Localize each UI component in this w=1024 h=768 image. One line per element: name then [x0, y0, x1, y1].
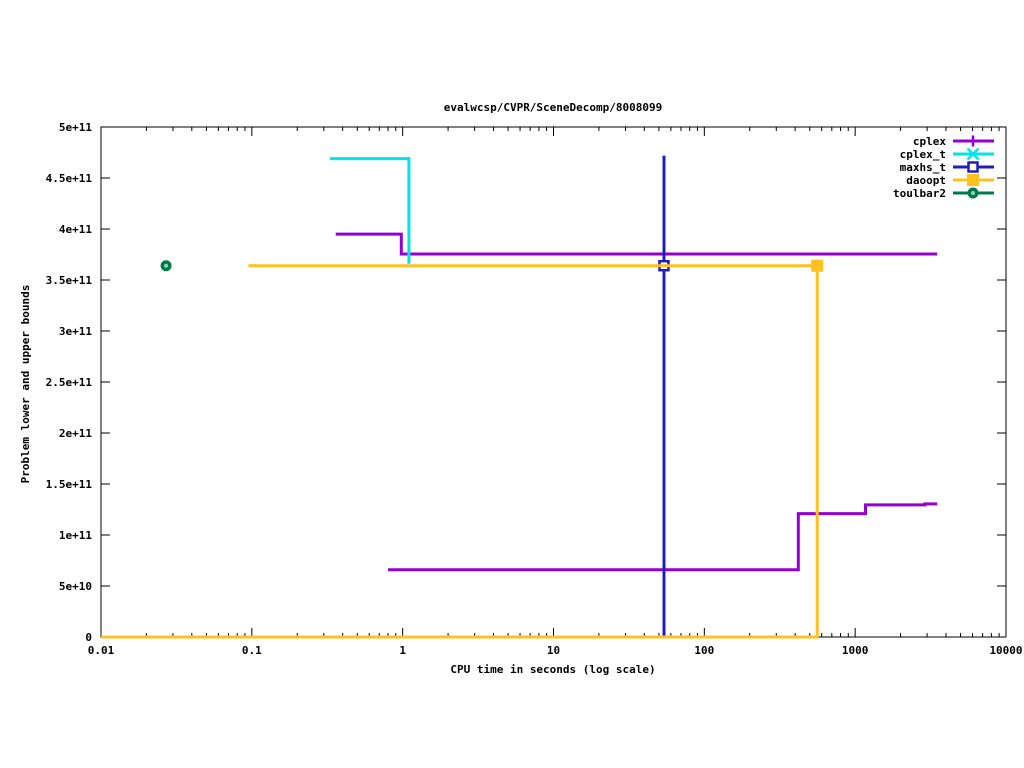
toulbar2-point — [160, 260, 172, 272]
plot-area: 0.01 0.1 1 10 100 1000 10000 0 5e+10 1e+11 1.5e+11… — [46, 121, 1023, 657]
series-cplex-t — [330, 157, 411, 264]
legend-label: toulbar2 — [893, 187, 946, 200]
x-tick-label: 1 — [399, 644, 406, 657]
legend-marker — [967, 135, 979, 147]
x-tick-label: 10000 — [989, 644, 1022, 657]
legend-label: cplex_t — [900, 148, 946, 161]
series-toulbar2 — [160, 260, 172, 272]
legend-marker — [967, 174, 979, 186]
y-tick-label: 4e+11 — [59, 223, 92, 236]
y-axis-label: Problem lower and upper bounds — [19, 285, 32, 484]
legend-marker — [966, 147, 980, 161]
y-tick-label: 2e+11 — [59, 427, 92, 440]
y-tick-label: 3.5e+11 — [46, 274, 93, 287]
y-tick-label: 1e+11 — [59, 529, 92, 542]
y-tick-label: 3e+11 — [59, 325, 92, 338]
series-maxhs-t — [658, 155, 670, 637]
legend-label: daoopt — [906, 174, 946, 187]
cplex-lower-line — [388, 502, 938, 572]
series-cplex — [335, 232, 938, 572]
cplex-upper-line — [335, 232, 938, 256]
daoopt-lower-line — [101, 265, 819, 639]
y-tick-label: 4.5e+11 — [46, 172, 93, 185]
daoopt-point — [811, 259, 824, 272]
legend-label: maxhs_t — [900, 161, 946, 174]
legend-item-cplex-t: cplex_t — [900, 147, 994, 161]
series-daoopt — [101, 259, 824, 639]
series-layer — [101, 155, 938, 639]
legend-item-cplex: cplex — [913, 135, 994, 148]
y-tick-label: 5e+11 — [59, 121, 92, 134]
x-axis-label: CPU time in seconds (log scale) — [450, 663, 655, 676]
legend-item-toulbar2: toulbar2 — [893, 187, 994, 200]
axis-ticks: 0.01 0.1 1 10 100 1000 10000 0 5e+10 1e+11 1.5e+11… — [46, 121, 1023, 657]
x-tick-label: 0.01 — [88, 644, 115, 657]
x-tick-label: 10 — [547, 644, 560, 657]
y-tick-label: 2.5e+11 — [46, 376, 93, 389]
legend-marker — [967, 187, 979, 199]
x-tick-label: 0.1 — [242, 644, 262, 657]
chart-title: evalwcsp/CVPR/SceneDecomp/8008099 — [444, 101, 663, 114]
x-tick-label: 1000 — [842, 644, 869, 657]
y-tick-label: 1.5e+11 — [46, 478, 93, 491]
legend-item-maxhs-t: maxhs_t — [900, 161, 994, 174]
x-tick-label: 100 — [694, 644, 714, 657]
y-tick-label: 5e+10 — [59, 580, 92, 593]
legend-marker — [967, 161, 979, 173]
legend-item-daoopt: daoopt — [906, 174, 994, 187]
legend-label: cplex — [913, 135, 946, 148]
cplex-t-upper-line — [330, 157, 411, 264]
y-tick-label: 0 — [85, 631, 92, 644]
plot-frame — [100, 126, 1007, 638]
